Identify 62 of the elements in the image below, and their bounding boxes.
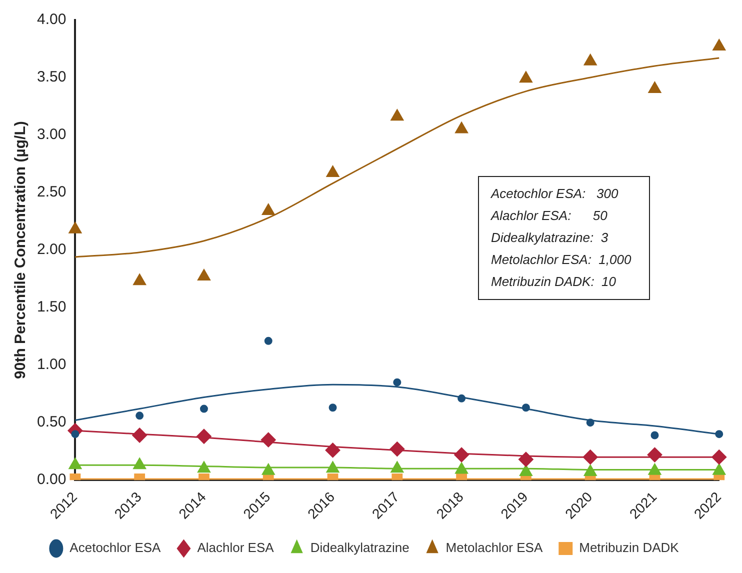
point	[522, 404, 530, 412]
point	[262, 203, 275, 215]
point	[260, 432, 276, 448]
y-tick-label: 1.50	[36, 298, 66, 316]
point	[584, 464, 597, 476]
point	[458, 394, 466, 402]
point	[326, 461, 340, 473]
point	[454, 447, 470, 462]
point	[200, 404, 208, 413]
point	[519, 71, 533, 83]
y-tick-label: 0.50	[36, 414, 66, 431]
legend-label: Metolachlor ESA	[446, 540, 543, 556]
y-tick-label: 1.00	[36, 356, 66, 374]
point	[133, 458, 146, 470]
point	[712, 450, 727, 465]
point	[262, 463, 275, 475]
point	[648, 82, 662, 94]
point	[133, 274, 146, 286]
y-tick-label: 4.00	[36, 11, 66, 28]
point	[393, 378, 402, 386]
point	[132, 428, 148, 443]
point	[136, 412, 144, 420]
point	[197, 269, 211, 281]
point	[264, 336, 272, 345]
y-tick-label: 3.00	[36, 126, 66, 144]
point	[68, 222, 82, 234]
point	[197, 461, 211, 473]
annotation: Alachlor ESA: 50	[491, 207, 608, 225]
annotation: Didealkylatrazine: 3	[491, 229, 610, 247]
annotation: Acetochlor ESA: 300	[491, 185, 620, 203]
point	[390, 461, 404, 473]
legend-label: Alachlor ESA	[197, 540, 274, 556]
point	[454, 122, 468, 134]
y-tick-label: 0.00	[36, 471, 66, 488]
point	[390, 109, 404, 121]
y-tick-label: 2.50	[36, 184, 66, 201]
point	[715, 430, 724, 438]
legend-label: Acetochlor ESA	[70, 540, 162, 556]
y-tick-label: 2.00	[36, 241, 66, 258]
point	[325, 442, 340, 458]
y-tick-label: 3.50	[36, 68, 66, 86]
annotation: Metribuzin DADK: 10	[491, 273, 617, 291]
annotation: Metolachlor ESA: 1,000	[491, 251, 632, 269]
point	[68, 458, 82, 470]
point	[328, 404, 337, 412]
y-axis-title: 90th Percentile Concentration (µg/L)	[12, 121, 30, 379]
point	[582, 450, 598, 465]
point	[326, 165, 340, 177]
point	[518, 452, 534, 467]
point	[584, 54, 597, 66]
point	[712, 463, 726, 475]
point	[196, 428, 212, 444]
point	[586, 418, 594, 427]
point	[390, 442, 405, 457]
point	[519, 464, 533, 476]
point	[647, 447, 662, 462]
point	[454, 462, 468, 474]
legend-label: Metribuzin DADK	[579, 540, 680, 556]
point	[648, 463, 662, 475]
point	[712, 38, 726, 50]
point	[650, 431, 659, 440]
legend-label: Didealkylatrazine	[310, 540, 410, 556]
